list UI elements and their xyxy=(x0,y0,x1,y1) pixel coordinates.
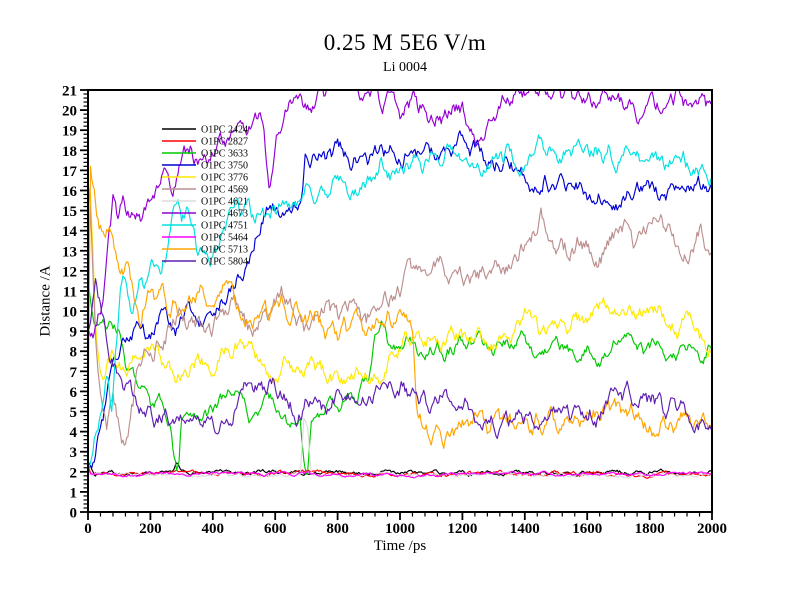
y-tick-label: 14 xyxy=(62,224,78,240)
axis-ticks xyxy=(80,89,713,520)
y-tick-label: 21 xyxy=(62,84,77,100)
y-tick-label: 9 xyxy=(70,325,78,341)
legend-entry: O1PC 3750 xyxy=(162,161,248,172)
y-tick-label: 10 xyxy=(62,305,77,321)
y-tick-label: 1 xyxy=(70,485,78,501)
series-line-o1pc-2424 xyxy=(88,460,712,477)
x-tick-label: 1600 xyxy=(572,521,602,537)
legend-label: O1PC 4569 xyxy=(201,185,248,196)
legend-entry: O1PC 2827 xyxy=(162,137,248,148)
legend-label: O1PC 3750 xyxy=(201,161,248,172)
x-tick-label: 600 xyxy=(264,521,287,537)
legend-entry: O1PC 5713 xyxy=(162,245,248,256)
chart-subtitle: Li 0004 xyxy=(383,60,427,75)
x-tick-label: 0 xyxy=(84,521,92,537)
x-tick-label: 400 xyxy=(202,521,225,537)
legend-label: O1PC 5464 xyxy=(201,233,248,244)
series-line-o1pc-3750 xyxy=(88,130,712,475)
axis-tick-labels: 0 200 400 600 800 1000 1200 1400 1600 1800 2000012… xyxy=(62,84,727,538)
series-lines xyxy=(88,90,712,479)
y-tick-label: 17 xyxy=(62,164,78,180)
series-line-o1pc-3633 xyxy=(88,282,712,475)
y-tick-label: 20 xyxy=(62,104,77,120)
legend-entry: O1PC 3633 xyxy=(162,149,248,160)
legend-entry: O1PC 4569 xyxy=(162,185,248,196)
y-tick-label: 12 xyxy=(62,264,77,280)
legend-label: O1PC 5713 xyxy=(201,245,248,256)
y-tick-label: 4 xyxy=(70,425,78,441)
y-tick-label: 13 xyxy=(62,244,77,260)
chart-title: 0.25 M 5E6 V/m xyxy=(323,30,487,55)
x-tick-label: 1000 xyxy=(385,521,415,537)
x-tick-label: 1200 xyxy=(447,521,477,537)
y-tick-label: 6 xyxy=(70,385,78,401)
legend-entry: O1PC 3776 xyxy=(162,173,248,184)
legend-label: O1PC 3633 xyxy=(201,149,248,160)
y-tick-label: 0 xyxy=(70,506,78,522)
legend-label: O1PC 2424 xyxy=(201,125,248,136)
x-axis-title: Time /ps xyxy=(373,538,427,554)
y-tick-label: 15 xyxy=(62,204,77,220)
legend-label: O1PC 4673 xyxy=(201,209,248,220)
series-line-o1pc-3776 xyxy=(88,192,712,434)
legend-entry: O1PC 5804 xyxy=(162,257,248,268)
series-line-o1pc-4621 xyxy=(88,418,712,479)
y-tick-label: 3 xyxy=(70,445,78,461)
x-tick-label: 2000 xyxy=(697,521,727,537)
y-tick-label: 5 xyxy=(70,405,78,421)
legend-entry: O1PC 4621 xyxy=(162,197,248,208)
series-line-o1pc-5804 xyxy=(88,278,712,440)
x-tick-label: 200 xyxy=(139,521,162,537)
y-tick-label: 16 xyxy=(62,184,78,200)
x-tick-label: 1400 xyxy=(510,521,540,537)
series-line-o1pc-4569 xyxy=(88,180,712,446)
legend-label: O1PC 5804 xyxy=(201,257,248,268)
series-line-o1pc-4673 xyxy=(88,90,712,339)
plot-frame xyxy=(87,89,713,513)
legend-label: O1PC 4751 xyxy=(201,221,248,232)
y-axis-title: Distance /A xyxy=(37,265,54,337)
legend-entry: O1PC 4673 xyxy=(162,209,248,220)
legend-label: O1PC 4621 xyxy=(201,197,248,208)
x-tick-label: 800 xyxy=(326,521,349,537)
x-tick-label: 1800 xyxy=(635,521,665,537)
y-tick-label: 19 xyxy=(62,124,77,140)
legend-label: O1PC 2827 xyxy=(201,137,248,148)
y-tick-label: 7 xyxy=(70,365,78,381)
legend-entry: O1PC 2424 xyxy=(162,125,248,136)
y-tick-label: 2 xyxy=(70,465,78,481)
legend-entry: O1PC 4751 xyxy=(162,221,248,232)
y-tick-label: 11 xyxy=(63,284,77,300)
legend-entry: O1PC 5464 xyxy=(162,233,248,244)
y-tick-label: 8 xyxy=(70,345,78,361)
series-line-o1pc-5464 xyxy=(88,467,712,479)
legend-label: O1PC 3776 xyxy=(201,173,248,184)
y-tick-label: 18 xyxy=(62,144,77,160)
